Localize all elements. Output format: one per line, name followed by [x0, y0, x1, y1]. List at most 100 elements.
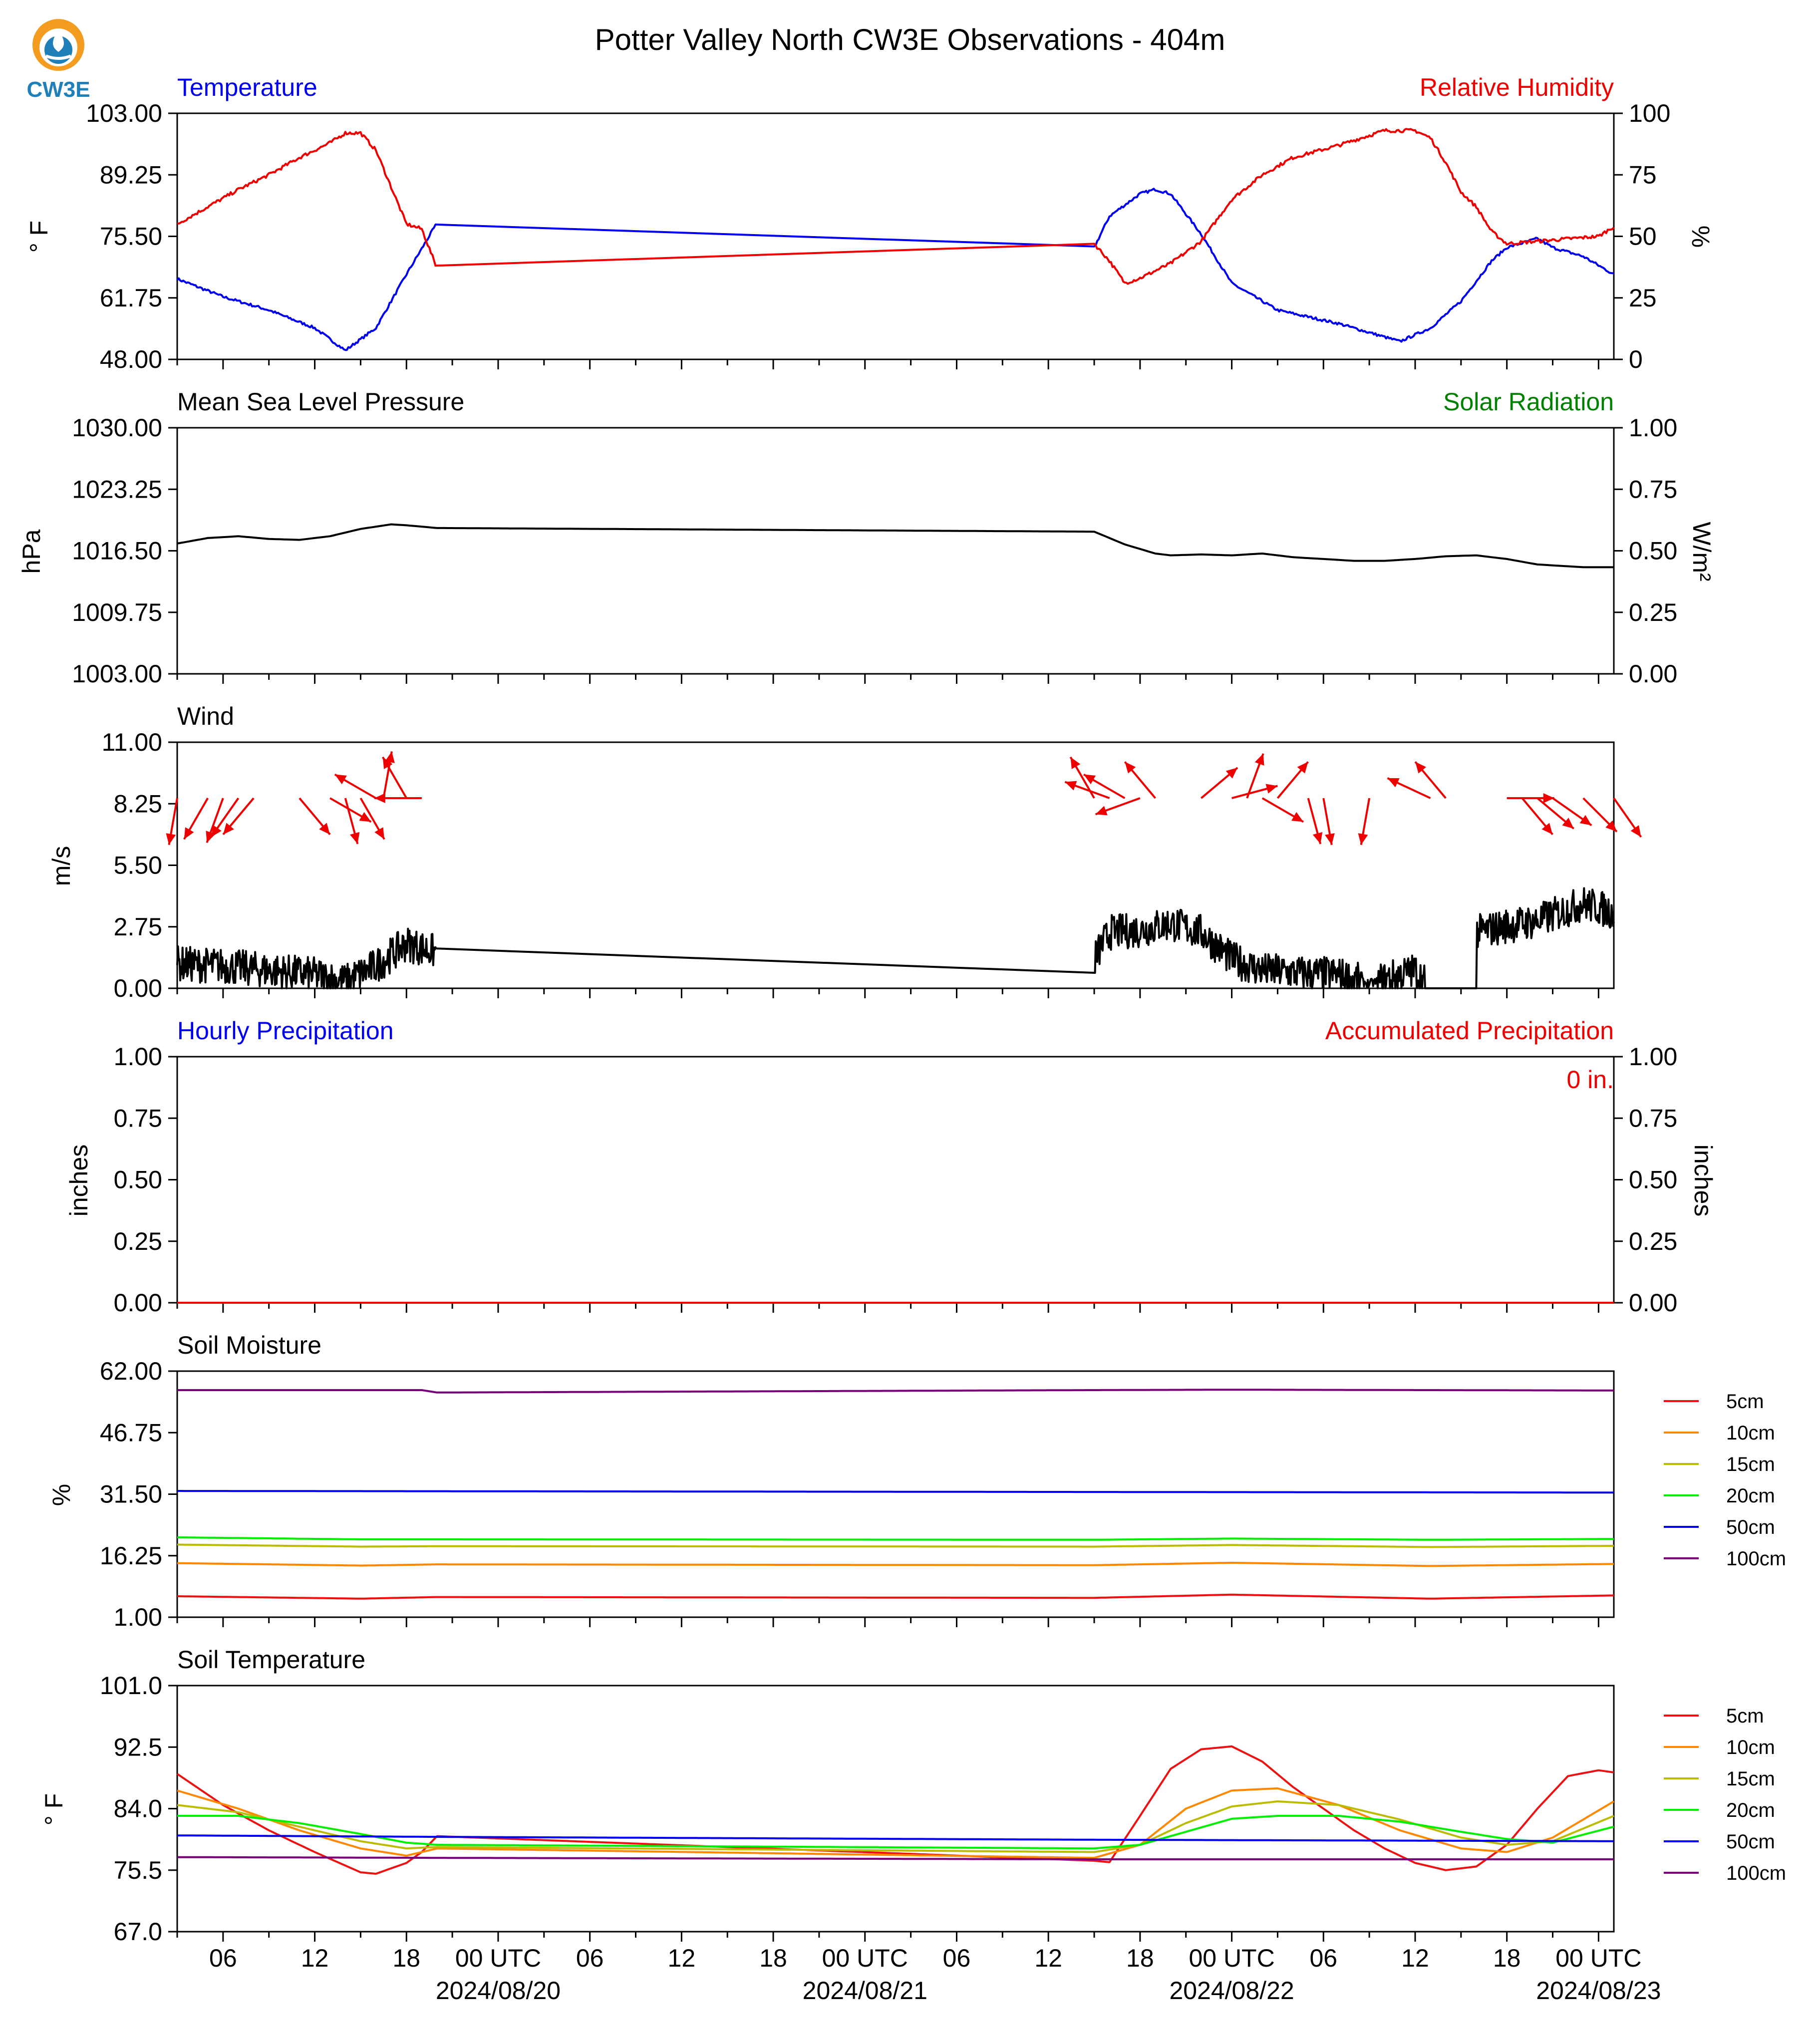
- xtick-label: 06: [943, 1944, 971, 1972]
- ytick: 0.00: [114, 1289, 162, 1317]
- pressure-plot: [168, 427, 1623, 684]
- legend-entry: 100cm: [1726, 1548, 1786, 1570]
- wind-arrow: [374, 793, 422, 804]
- xtick-label: 00 UTC: [822, 1944, 908, 1972]
- wind-arrow: [1387, 777, 1431, 799]
- temperature-yticks: 103.00 89.25 75.50 61.75 48.00: [86, 99, 162, 373]
- xtick-label: 12: [1401, 1944, 1429, 1972]
- ytick: 0.25: [114, 1227, 162, 1255]
- ytick-right: 0.75: [1629, 475, 1677, 503]
- wind-arrow: [1322, 798, 1335, 845]
- wind-plot: [166, 741, 1642, 998]
- ytick: 11.00: [102, 728, 162, 756]
- temperature-panel: Temperature Relative Humidity ° F % 103.…: [25, 73, 1715, 373]
- wind-arrow: [1358, 798, 1371, 845]
- precip-plot: [168, 1056, 1623, 1313]
- wind-arrow: [1231, 784, 1278, 799]
- wind-arrow: [1307, 798, 1323, 845]
- xtick-label: 18: [392, 1944, 420, 1972]
- ytick-right: 100: [1629, 99, 1670, 127]
- soil-temperature-series-50cm: [177, 1834, 1614, 1842]
- xtick-label: 00 UTC: [455, 1944, 541, 1972]
- soil-moisture-series-5cm: [177, 1593, 1614, 1600]
- ytick: 1009.75: [72, 598, 162, 626]
- soil-moisture-title: Soil Moisture: [177, 1331, 321, 1359]
- legend-entry: 20cm: [1726, 1485, 1775, 1507]
- soil-temperature-plot: [168, 1685, 1699, 1942]
- ytick: 1.00: [114, 1043, 162, 1071]
- xtick-label: 18: [1126, 1944, 1154, 1972]
- wind-arrow: [382, 756, 407, 799]
- chart-title: Potter Valley North CW3E Observations - …: [595, 23, 1225, 56]
- legend-entry: 5cm: [1726, 1705, 1764, 1727]
- ytick-right: 0.75: [1629, 1104, 1677, 1132]
- wind-arrow: [1261, 797, 1304, 823]
- ytick-right: 0.25: [1629, 1227, 1677, 1255]
- ytick-right: 50: [1629, 223, 1657, 251]
- cw3e-logo: CW3E: [26, 19, 90, 102]
- wind-arrow: [1276, 761, 1309, 799]
- ytick-right: 0: [1629, 345, 1643, 373]
- precip-yticks-right: 1.00 0.75 0.50 0.25 0.00: [1629, 1043, 1677, 1317]
- ytick: 1003.00: [72, 660, 162, 688]
- x-axis-labels: 06 12 18 00 UTC 2024/08/20 06 12 18 00 U…: [209, 1944, 1661, 2005]
- wind-arrow: [222, 797, 255, 836]
- wind-arrow: [1613, 797, 1642, 838]
- wind-arrow: [1582, 797, 1618, 833]
- ytick: 8.25: [114, 790, 162, 818]
- ytick: 48.00: [100, 345, 162, 373]
- ytick-right: 1.00: [1629, 414, 1677, 442]
- ytick: 75.5: [114, 1856, 162, 1884]
- soil-temperature-series-15cm: [177, 1800, 1614, 1853]
- legend-entry: 5cm: [1726, 1391, 1764, 1413]
- pressure-frame: [176, 427, 1615, 675]
- soil-moisture-series-100cm: [177, 1389, 1614, 1394]
- xtick-date: 2024/08/21: [803, 1977, 927, 2005]
- ytick: 1016.50: [72, 537, 162, 565]
- ytick: 75.50: [100, 223, 162, 251]
- ytick: 101.0: [100, 1672, 162, 1700]
- legend-entry: 15cm: [1726, 1453, 1775, 1475]
- legend-entry: 50cm: [1726, 1831, 1775, 1853]
- ytick: 1023.25: [72, 475, 162, 503]
- ytick: 103.00: [86, 99, 162, 127]
- xtick-label: 18: [1493, 1944, 1521, 1972]
- wind-arrow: [299, 797, 331, 836]
- soil-temperature-legend: 5cm 10cm 15cm 20cm 50cm 100cm: [1726, 1705, 1786, 1884]
- wind-arrow: [359, 798, 385, 840]
- soil-temperature-panel: Soil Temperature ° F 101.0 92.5 84.0 75.5 67…: [40, 1646, 1786, 1946]
- ytick-right: 0.25: [1629, 598, 1677, 626]
- xtick-label: 12: [1034, 1944, 1062, 1972]
- xtick-label: 06: [209, 1944, 237, 1972]
- temperature-series-temperature: [176, 188, 1614, 351]
- legend-entry: 10cm: [1726, 1422, 1775, 1444]
- soil-temperature-series-20cm: [177, 1815, 1614, 1850]
- xtick-label: 12: [668, 1944, 696, 1972]
- xtick-label: 18: [759, 1944, 787, 1972]
- ytick-right: 0.50: [1629, 1166, 1677, 1194]
- ytick: 1.00: [114, 1603, 162, 1631]
- soil-moisture-series-10cm: [177, 1561, 1614, 1567]
- ytick-right: 0.00: [1629, 1289, 1677, 1317]
- soil-moisture-yticks: 62.00 46.75 31.50 16.25 1.00: [100, 1357, 162, 1631]
- ytick: 0.50: [114, 1166, 162, 1194]
- wind-arrow: [1414, 761, 1447, 799]
- xtick-label: 00 UTC: [1189, 1944, 1274, 1972]
- wind-arrow: [166, 798, 178, 845]
- precip-yticks: 1.00 0.75 0.50 0.25 0.00: [114, 1043, 162, 1317]
- xtick-label: 12: [301, 1944, 329, 1972]
- legend-entry: 100cm: [1726, 1862, 1786, 1884]
- chart-marks: [166, 112, 1699, 1942]
- wind-arrow: [344, 798, 360, 845]
- legend-entry: 50cm: [1726, 1516, 1775, 1538]
- soil-moisture-plot: [168, 1370, 1699, 1627]
- legend-entry: 20cm: [1726, 1799, 1775, 1821]
- xtick-date: 2024/08/23: [1536, 1977, 1661, 2005]
- ytick: 31.50: [100, 1480, 162, 1508]
- ytick: 0.00: [114, 974, 162, 1002]
- soil-temperature-frame: [176, 1685, 1615, 1933]
- ytick-right: 25: [1629, 284, 1657, 312]
- temperature-series-humidity: [177, 128, 1615, 285]
- xtick-date: 2024/08/20: [436, 1977, 561, 2005]
